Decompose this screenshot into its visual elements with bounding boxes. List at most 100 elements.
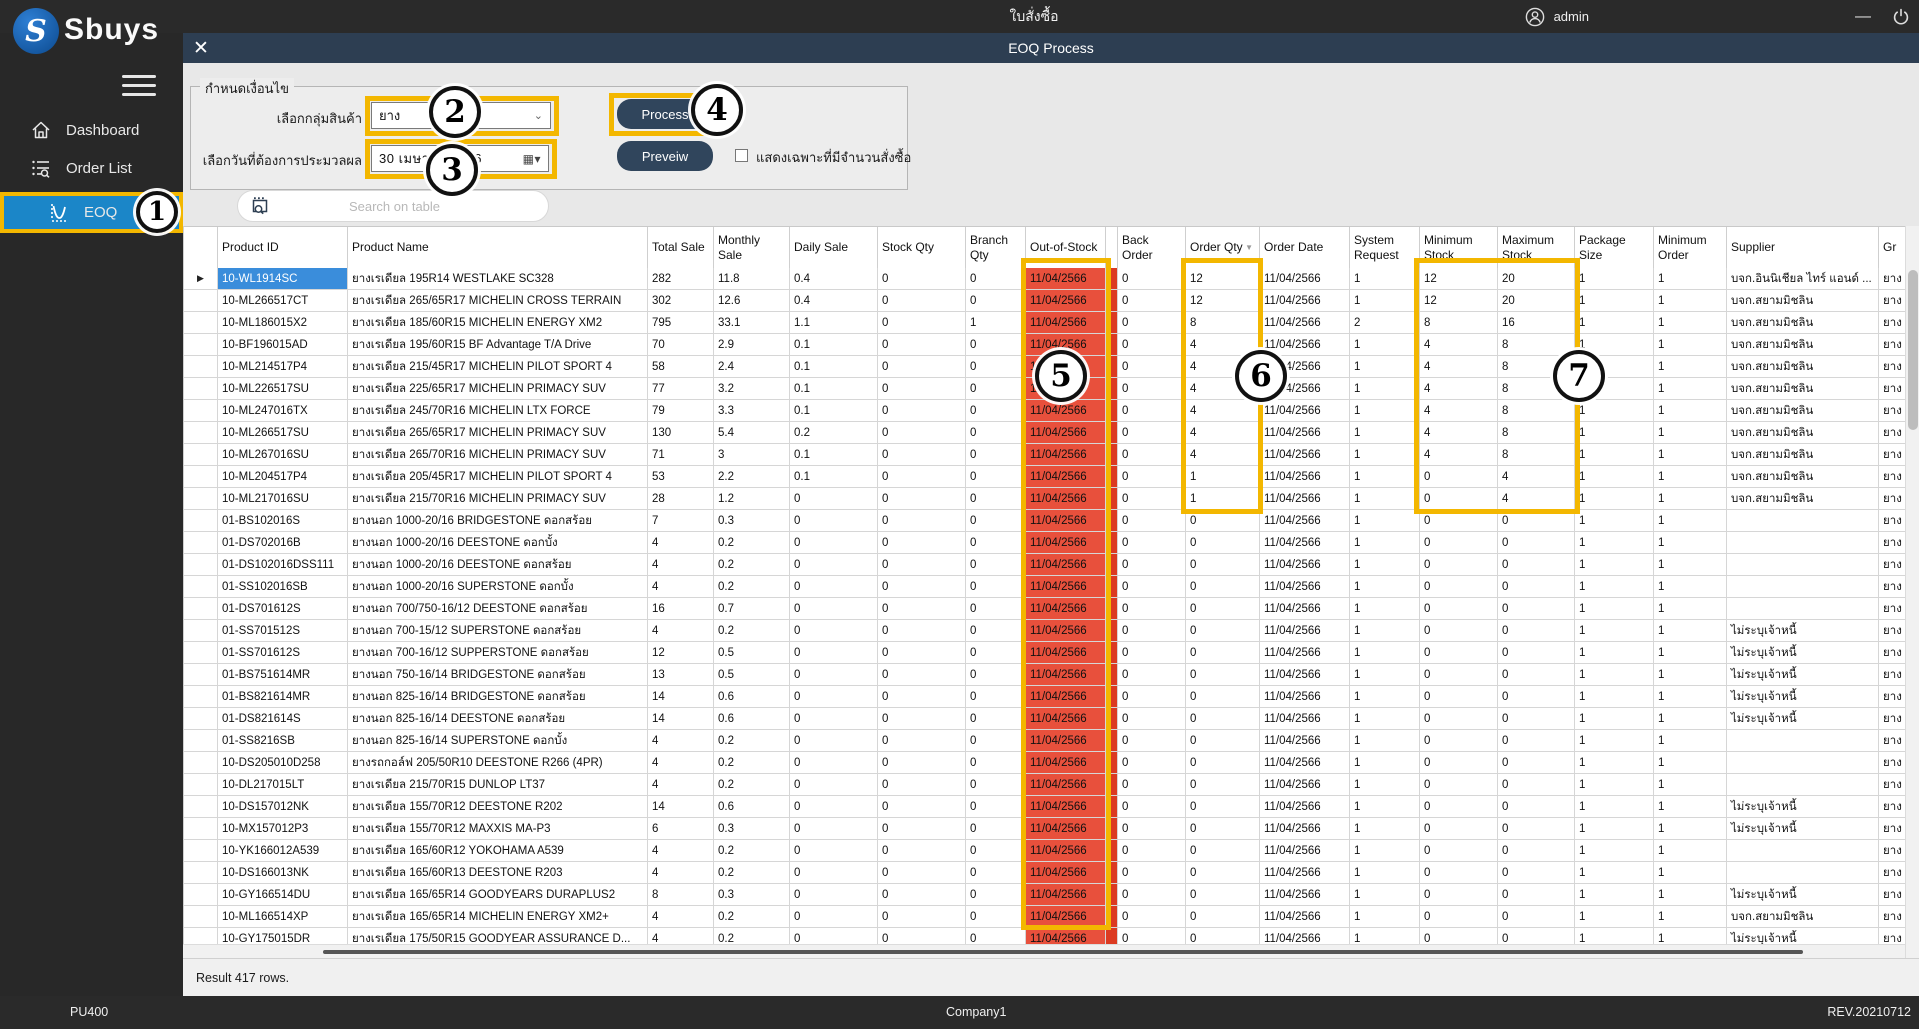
table-cell[interactable]: 0 [790, 532, 878, 554]
table-cell[interactable]: 0 [966, 796, 1026, 818]
table-cell[interactable]: 1 [1350, 686, 1420, 708]
row-selector-cell[interactable] [184, 532, 218, 554]
table-cell[interactable]: 0 [1420, 862, 1498, 884]
table-cell[interactable]: 0 [1420, 730, 1498, 752]
table-cell[interactable]: 1 [1350, 488, 1420, 510]
table-cell[interactable]: 11/04/2566 [1260, 444, 1350, 466]
table-cell[interactable]: 1 [1186, 488, 1260, 510]
table-cell[interactable]: ไม่ระบุเจ้าหนี้ [1727, 796, 1879, 818]
table-cell[interactable]: 4 [1420, 400, 1498, 422]
table-cell[interactable]: 0 [1420, 554, 1498, 576]
table-cell[interactable]: 11/04/2566 [1026, 862, 1106, 884]
table-cell[interactable]: บจก.สยามมิชลิน [1727, 312, 1879, 334]
header-cell[interactable]: Order Date [1260, 227, 1350, 269]
table-cell[interactable]: 0 [966, 906, 1026, 928]
table-cell[interactable]: 0 [966, 422, 1026, 444]
table-cell[interactable]: 0 [1498, 686, 1575, 708]
table-cell[interactable]: ยางเรเดียล 165/60R13 DEESTONE R203 [348, 862, 648, 884]
table-cell[interactable] [1727, 840, 1879, 862]
table-cell[interactable]: ไม่ระบุเจ้าหนี้ [1727, 818, 1879, 840]
show-only-ordered-checkbox[interactable] [735, 149, 748, 162]
table-cell[interactable]: 1 [1575, 906, 1654, 928]
table-cell[interactable]: 1 [1350, 422, 1420, 444]
header-cell[interactable]: Product Name [348, 227, 648, 269]
row-selector-cell[interactable] [184, 796, 218, 818]
table-cell[interactable]: 12 [1186, 268, 1260, 290]
table-cell[interactable]: 11/04/2566 [1260, 620, 1350, 642]
table-cell[interactable]: 1 [1575, 686, 1654, 708]
table-cell[interactable]: บจก.สยามมิชลิน [1727, 400, 1879, 422]
table-cell[interactable]: ยางเรเดียล 165/60R12 YOKOHAMA A539 [348, 840, 648, 862]
minimize-button[interactable]: — [1855, 7, 1871, 25]
table-cell[interactable]: 0 [878, 488, 966, 510]
table-cell[interactable]: ยาง [1879, 664, 1905, 686]
table-cell[interactable]: 33.1 [714, 312, 790, 334]
table-cell[interactable]: 11/04/2566 [1260, 312, 1350, 334]
table-cell[interactable]: 0 [878, 290, 966, 312]
table-cell[interactable]: 0 [1186, 686, 1260, 708]
table-cell[interactable]: 11/04/2566 [1260, 928, 1350, 944]
row-selector-cell[interactable] [184, 510, 218, 532]
table-cell[interactable]: 0 [878, 730, 966, 752]
table-cell[interactable]: ยางเรเดียล 195/60R15 BF Advantage T/A Dr… [348, 334, 648, 356]
table-cell[interactable]: 7 [648, 510, 714, 532]
table-cell[interactable]: 0.6 [714, 796, 790, 818]
table-cell[interactable]: ยาง [1879, 862, 1905, 884]
table-cell[interactable]: ยางนอก 1000-20/16 DEESTONE ดอกบั้ง [348, 532, 648, 554]
table-cell[interactable]: 0 [878, 532, 966, 554]
table-cell[interactable]: บจก.สยามมิชลิน [1727, 444, 1879, 466]
table-cell[interactable]: 1 [1575, 312, 1654, 334]
table-cell[interactable]: 0 [790, 642, 878, 664]
table-cell[interactable]: 1 [1350, 466, 1420, 488]
table-cell[interactable]: ยาง [1879, 884, 1905, 906]
table-cell[interactable]: ยาง [1879, 928, 1905, 945]
table-cell[interactable]: ยางนอก 700/750-16/12 DEESTONE ดอกสร้อย [348, 598, 648, 620]
row-selector-cell[interactable] [184, 378, 218, 400]
table-row[interactable]: 01-BS102016S ยางนอก 1000-20/16 BRIDGESTON… [184, 510, 1905, 532]
table-cell[interactable]: 8 [1498, 356, 1575, 378]
table-cell[interactable]: 8 [1498, 444, 1575, 466]
table-cell[interactable]: 1 [1654, 290, 1727, 312]
table-cell[interactable]: 1 [1575, 928, 1654, 944]
table-cell[interactable]: 0.2 [714, 532, 790, 554]
table-cell[interactable]: 14 [648, 708, 714, 730]
table-cell[interactable]: 11/04/2566 [1026, 642, 1106, 664]
table-cell[interactable]: 0.2 [714, 620, 790, 642]
table-row[interactable]: 10-ML186015X2 ยางเรเดียล 185/60R15 MICHEL… [184, 312, 1905, 334]
table-cell[interactable]: 0.6 [714, 686, 790, 708]
table-cell[interactable]: 0 [1118, 862, 1186, 884]
table-cell[interactable]: 0 [1118, 532, 1186, 554]
table-cell[interactable]: 0 [1118, 334, 1186, 356]
table-cell[interactable]: 0 [966, 356, 1026, 378]
table-cell[interactable]: 0 [1498, 642, 1575, 664]
table-cell[interactable]: 4 [648, 774, 714, 796]
table-cell[interactable]: 11/04/2566 [1026, 796, 1106, 818]
table-cell[interactable]: 10-ML266517SU [218, 422, 348, 444]
row-selector-cell[interactable] [184, 862, 218, 884]
table-cell[interactable]: 1 [1350, 268, 1420, 290]
preview-button[interactable]: Preveiw [617, 141, 713, 171]
table-cell[interactable]: ยาง [1879, 312, 1905, 334]
table-cell[interactable]: 10-ML266517CT [218, 290, 348, 312]
table-cell[interactable]: 0 [1420, 708, 1498, 730]
table-cell[interactable]: 1 [1575, 730, 1654, 752]
table-cell[interactable]: 11/04/2566 [1026, 884, 1106, 906]
row-selector-cell[interactable] [184, 466, 218, 488]
table-cell[interactable]: 0 [1118, 884, 1186, 906]
table-cell[interactable]: 0 [1498, 928, 1575, 944]
table-cell[interactable]: 11/04/2566 [1260, 532, 1350, 554]
table-cell[interactable]: 0 [790, 576, 878, 598]
table-cell[interactable]: ยาง [1879, 796, 1905, 818]
table-cell[interactable]: 8 [1420, 312, 1498, 334]
product-group-dropdown[interactable]: ยาง ⌄ [371, 102, 551, 129]
table-cell[interactable]: 1 [1654, 334, 1727, 356]
table-cell[interactable]: 1 [1575, 774, 1654, 796]
table-cell[interactable]: 0 [966, 642, 1026, 664]
table-cell[interactable]: 1 [1350, 356, 1420, 378]
table-cell[interactable]: 0 [966, 664, 1026, 686]
table-cell[interactable]: 0.2 [714, 862, 790, 884]
table-cell[interactable]: 0 [790, 664, 878, 686]
row-selector-cell[interactable] [184, 664, 218, 686]
table-row[interactable]: 10-DS205010D258 ยางรถกอล์ฟ 205/50R10 DEES… [184, 752, 1905, 774]
table-cell[interactable]: ยางเรเดียล 215/70R15 DUNLOP LT37 [348, 774, 648, 796]
